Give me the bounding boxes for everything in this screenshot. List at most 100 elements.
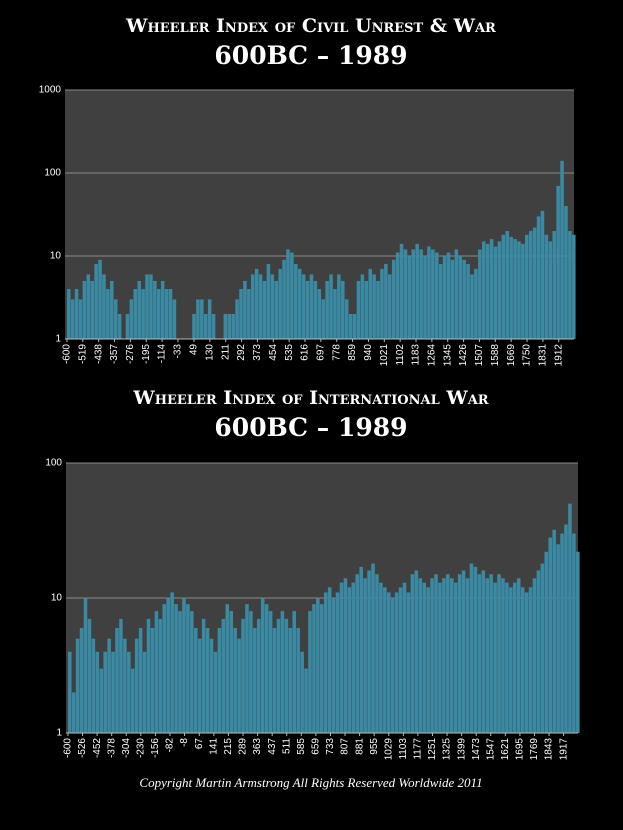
bar bbox=[258, 274, 263, 339]
bar bbox=[337, 274, 341, 339]
x-tick-label: -230 bbox=[135, 738, 146, 758]
x-tick-label: 1843 bbox=[544, 738, 555, 761]
bar bbox=[359, 566, 363, 733]
bar bbox=[473, 566, 478, 733]
bar bbox=[422, 582, 426, 733]
bar bbox=[415, 243, 419, 339]
bar bbox=[462, 259, 466, 339]
bar bbox=[391, 259, 396, 339]
x-tick-label: 49 bbox=[189, 344, 200, 356]
x-tick-label: 955 bbox=[369, 738, 380, 755]
x-tick-label: 363 bbox=[252, 738, 263, 755]
bar bbox=[142, 651, 147, 733]
x-tick-label: 1912 bbox=[553, 344, 564, 367]
bar bbox=[74, 289, 79, 339]
bar bbox=[450, 578, 454, 733]
bar bbox=[221, 618, 226, 733]
bar bbox=[70, 299, 75, 339]
bar bbox=[352, 314, 357, 339]
x-tick-label: -452 bbox=[92, 738, 103, 758]
x-tick-label: 1473 bbox=[471, 738, 482, 761]
x-tick-label: -378 bbox=[106, 738, 117, 758]
x-tick-label: -33 bbox=[173, 344, 184, 359]
bar bbox=[320, 604, 324, 733]
x-tick-label: 697 bbox=[316, 344, 327, 361]
bar bbox=[453, 582, 458, 733]
bar bbox=[395, 252, 400, 339]
bar bbox=[231, 314, 235, 339]
bar bbox=[145, 274, 149, 339]
bar bbox=[146, 618, 151, 733]
x-tick-label: -600 bbox=[63, 738, 74, 758]
bar bbox=[390, 598, 395, 733]
bar bbox=[233, 627, 237, 733]
x-tick-label: 454 bbox=[268, 344, 279, 361]
bar bbox=[383, 587, 387, 733]
x-tick-label: 1029 bbox=[383, 738, 394, 761]
bar bbox=[305, 280, 310, 339]
bar bbox=[205, 627, 210, 733]
bar bbox=[548, 537, 553, 733]
y-tick-label: 1000 bbox=[39, 85, 62, 96]
bar bbox=[481, 241, 486, 339]
bar bbox=[560, 160, 564, 339]
bar bbox=[341, 280, 345, 339]
bar bbox=[407, 256, 412, 339]
bar bbox=[254, 268, 259, 339]
bar bbox=[313, 280, 318, 339]
bar bbox=[548, 241, 553, 339]
x-tick-label: 807 bbox=[340, 738, 351, 755]
bar bbox=[536, 570, 541, 733]
bar bbox=[414, 570, 419, 733]
bar bbox=[572, 533, 576, 733]
bar bbox=[125, 314, 130, 339]
bar bbox=[521, 243, 525, 339]
bar bbox=[372, 274, 376, 339]
bar bbox=[87, 618, 92, 733]
bar bbox=[406, 592, 411, 733]
bar bbox=[380, 268, 384, 339]
x-tick-label: 659 bbox=[311, 738, 322, 755]
bar bbox=[333, 289, 337, 339]
bar bbox=[528, 587, 533, 733]
bar bbox=[190, 611, 194, 733]
x-tick-label: 437 bbox=[267, 738, 278, 755]
bar bbox=[461, 570, 466, 733]
x-tick-label: -156 bbox=[150, 738, 161, 758]
x-tick-label: -519 bbox=[77, 344, 88, 364]
bar bbox=[327, 587, 332, 733]
bar bbox=[532, 578, 537, 733]
bar bbox=[317, 289, 322, 339]
x-tick-label: 1507 bbox=[474, 344, 485, 367]
bar bbox=[371, 563, 375, 733]
bar bbox=[110, 280, 114, 339]
bar bbox=[576, 551, 580, 733]
x-tick-label: 1669 bbox=[506, 344, 517, 367]
bar bbox=[564, 524, 568, 733]
bar bbox=[200, 299, 204, 339]
bar bbox=[211, 314, 216, 339]
bar bbox=[102, 274, 106, 339]
bar bbox=[94, 264, 98, 339]
bar bbox=[174, 604, 178, 733]
bar bbox=[300, 651, 304, 733]
x-tick-label: 1695 bbox=[515, 738, 526, 761]
bar bbox=[150, 627, 155, 733]
bar bbox=[442, 578, 446, 733]
bar bbox=[197, 638, 202, 733]
chart-title: Wheeler Index of Civil Unrest & War bbox=[125, 15, 496, 37]
bar bbox=[170, 592, 174, 733]
y-tick-label: 1 bbox=[56, 728, 62, 739]
bar bbox=[532, 227, 537, 339]
bar bbox=[250, 274, 255, 339]
x-tick-label: -195 bbox=[141, 344, 152, 364]
bar bbox=[149, 274, 153, 339]
bar bbox=[363, 578, 367, 733]
bar bbox=[505, 582, 509, 733]
x-tick-label: 373 bbox=[252, 344, 263, 361]
x-tick-label: 1102 bbox=[395, 344, 406, 366]
bar bbox=[160, 280, 165, 339]
x-tick-label: -82 bbox=[165, 738, 176, 753]
bar bbox=[427, 246, 431, 339]
bar bbox=[379, 582, 383, 733]
